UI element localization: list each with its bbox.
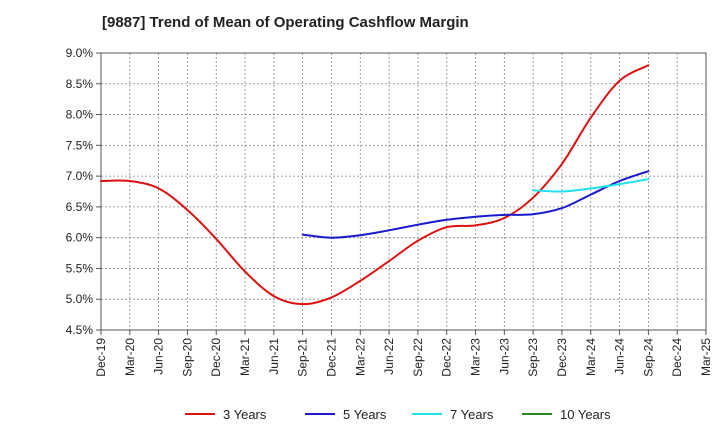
x-tick-label: Mar-25	[699, 338, 713, 376]
series-line-2	[301, 170, 650, 239]
series-line-3	[532, 178, 650, 193]
y-axis: 4.5% 5.0% 5.5% 6.0% 6.5% 7.0% 7.5% 8.0% 8.5% 9.0%	[66, 46, 101, 337]
y-tick-label: 5.0%	[66, 292, 94, 306]
x-tick-label: Dec-20	[209, 338, 223, 377]
x-tick-label: Sep-24	[641, 338, 655, 377]
y-tick-label: 8.0%	[66, 108, 94, 122]
legend-label: 3 Years	[223, 407, 267, 422]
y-tick-label: 4.5%	[66, 323, 94, 337]
x-tick-label: Jun-22	[382, 338, 396, 375]
x-tick-label: Jun-24	[613, 338, 627, 375]
y-tick-label: 7.0%	[66, 169, 94, 183]
x-tick-label: Sep-20	[180, 338, 194, 377]
x-tick-label: Sep-23	[526, 338, 540, 377]
legend-label: 10 Years	[560, 407, 611, 422]
x-tick-label: Mar-23	[469, 338, 483, 376]
y-tick-label: 6.0%	[66, 231, 94, 245]
x-tick-label: Jun-20	[152, 338, 166, 375]
x-tick-label: Jun-21	[267, 338, 281, 375]
x-tick-label: Mar-24	[584, 338, 598, 376]
legend: 3 Years 5 Years 7 Years 10 Years	[185, 407, 611, 422]
x-tick-label: Dec-23	[555, 338, 569, 377]
plot-frame	[100, 52, 707, 331]
x-tick-label: Jun-23	[497, 338, 511, 375]
series-layer	[100, 64, 650, 306]
x-tick-label: Sep-22	[411, 338, 425, 377]
x-tick-label: Mar-20	[123, 338, 137, 376]
legend-label: 5 Years	[343, 407, 387, 422]
y-tick-label: 6.5%	[66, 200, 94, 214]
x-tick-label: Dec-19	[94, 338, 108, 377]
legend-label: 7 Years	[450, 407, 494, 422]
y-tick-label: 8.5%	[66, 77, 94, 91]
x-tick-label: Dec-22	[440, 338, 454, 377]
x-tick-label: Dec-21	[324, 338, 338, 377]
x-axis: Dec-19 Mar-20 Jun-20 Sep-20 Dec-20 Mar-21 Jun-…	[94, 330, 713, 377]
x-tick-label: Sep-21	[296, 338, 310, 377]
y-tick-label: 9.0%	[66, 46, 94, 60]
x-tick-label: Dec-24	[670, 338, 684, 377]
y-tick-label: 7.5%	[66, 138, 94, 152]
x-tick-label: Mar-21	[238, 338, 252, 376]
x-tick-label: Mar-22	[353, 338, 367, 376]
y-tick-label: 5.5%	[66, 261, 94, 275]
chart-title: [9887] Trend of Mean of Operating Cashfl…	[102, 14, 469, 31]
grid-layer	[100, 52, 707, 331]
series-line-1	[100, 64, 650, 306]
